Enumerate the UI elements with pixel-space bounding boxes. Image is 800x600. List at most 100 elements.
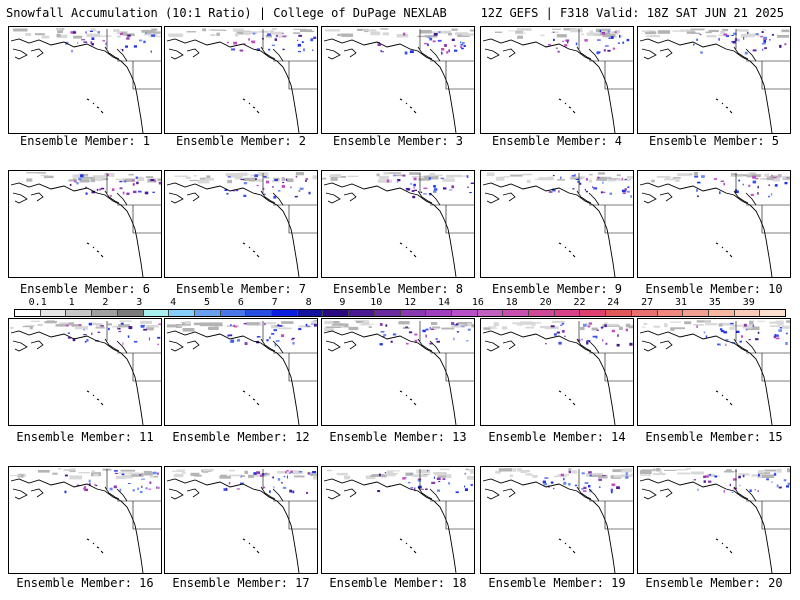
- snow-area-heavy: [625, 328, 628, 332]
- snow-area-heavy: [625, 472, 628, 476]
- snow-area-light: [275, 35, 288, 38]
- snow-area-light: [137, 177, 145, 182]
- snow-area-light: [628, 325, 633, 329]
- snow-area-heavy: [239, 49, 244, 52]
- coastline: [639, 182, 773, 277]
- snow-area-heavy: [733, 32, 737, 35]
- snow-area-light: [229, 474, 243, 477]
- snow-area-light: [525, 473, 533, 476]
- snow-area-heavy: [272, 186, 274, 188]
- snow-area-light: [97, 35, 112, 37]
- snow-area-light: [387, 472, 398, 475]
- color-scale-swatch: [169, 310, 195, 316]
- snow-area-light: [690, 471, 704, 475]
- snow-area-light: [732, 324, 747, 327]
- snow-area-light: [570, 28, 583, 33]
- snow-area-light: [365, 475, 376, 480]
- snow-area-heavy: [248, 38, 250, 41]
- snow-area-heavy: [127, 335, 130, 338]
- snow-area-light: [776, 468, 782, 473]
- coastline: [482, 38, 616, 133]
- snow-area-heavy: [269, 336, 271, 339]
- snow-area-heavy: [577, 180, 581, 183]
- snow-area-light: [556, 34, 567, 38]
- snow-area-heavy: [596, 51, 600, 55]
- map-svg: [482, 172, 633, 277]
- snow-area-light: [705, 31, 712, 34]
- snow-area-heavy: [133, 190, 137, 194]
- ensemble-member-map-20: [637, 466, 791, 574]
- snow-area-light: [182, 328, 195, 332]
- snow-area-light: [96, 322, 103, 327]
- snow-area-heavy: [786, 485, 790, 488]
- snow-area-heavy: [693, 479, 696, 481]
- snow-area-light: [344, 475, 351, 480]
- snow-area-heavy: [236, 488, 240, 490]
- snow-area-heavy: [738, 39, 740, 42]
- snow-area-heavy: [406, 342, 409, 345]
- snow-area-heavy: [420, 488, 424, 490]
- snow-area-heavy: [428, 177, 432, 180]
- snow-area-heavy: [72, 31, 77, 34]
- snow-area-light: [382, 32, 390, 36]
- snow-area-heavy: [235, 190, 239, 192]
- snow-area-heavy: [614, 31, 617, 33]
- snow-area-heavy: [757, 331, 760, 334]
- snow-area-heavy: [240, 475, 242, 478]
- snow-area-heavy: [561, 322, 565, 325]
- ensemble-member-label: Ensemble Member: 12: [172, 430, 310, 444]
- snow-area-light: [387, 471, 394, 475]
- snow-area-light: [551, 31, 559, 33]
- snow-area-heavy: [547, 44, 551, 46]
- snow-area-light: [672, 30, 685, 32]
- snow-area-light: [43, 175, 54, 179]
- snow-area-heavy: [122, 49, 124, 52]
- snow-area-heavy: [462, 42, 465, 45]
- snow-area-light: [449, 174, 462, 178]
- snow-area-heavy: [286, 470, 289, 472]
- snow-area-heavy: [410, 183, 412, 185]
- snow-area-light: [41, 35, 50, 39]
- snow-area-heavy: [438, 31, 441, 34]
- snow-area-heavy: [305, 180, 307, 182]
- snow-area-heavy: [298, 190, 301, 192]
- color-scale-swatch: [683, 310, 709, 316]
- snow-area-heavy: [766, 478, 769, 481]
- snow-area-heavy: [396, 179, 398, 183]
- snow-area-heavy: [100, 325, 104, 327]
- snow-area-heavy: [599, 30, 602, 33]
- snow-area-heavy: [230, 324, 232, 326]
- snow-area-light: [759, 474, 775, 478]
- snow-area-light: [312, 175, 317, 180]
- snow-area-heavy: [448, 189, 453, 191]
- snow-area-heavy: [597, 39, 601, 41]
- snow-area-light: [735, 174, 747, 177]
- snow-area-light: [540, 34, 545, 37]
- snow-area-light: [199, 177, 211, 180]
- snow-area-heavy: [757, 185, 759, 189]
- snow-area-heavy: [91, 43, 94, 46]
- snow-area-light: [684, 321, 692, 325]
- snow-area-heavy: [298, 471, 303, 473]
- coastline-aleutians: [325, 48, 357, 60]
- color-scale-tick-label: 6: [237, 297, 244, 308]
- snow-area-heavy: [575, 179, 579, 180]
- snow-area-heavy: [417, 479, 421, 482]
- snow-area-heavy: [417, 478, 422, 481]
- snow-area-light: [68, 179, 77, 182]
- snow-area-heavy: [393, 174, 396, 177]
- snow-area-heavy: [81, 39, 86, 41]
- snow-area-light: [496, 176, 505, 181]
- snow-area-heavy: [543, 482, 548, 486]
- coastline: [10, 38, 144, 133]
- snow-area-heavy: [133, 340, 138, 343]
- snow-area-light: [615, 29, 621, 33]
- snow-area-heavy: [552, 188, 556, 192]
- snow-area-light: [184, 321, 191, 324]
- color-scale-tick-label: 9: [339, 297, 346, 308]
- snow-area-light: [146, 327, 154, 331]
- snow-area-light: [181, 472, 186, 474]
- snow-area-light: [272, 179, 280, 183]
- snow-area-light: [291, 470, 301, 475]
- snow-area-heavy: [441, 51, 443, 55]
